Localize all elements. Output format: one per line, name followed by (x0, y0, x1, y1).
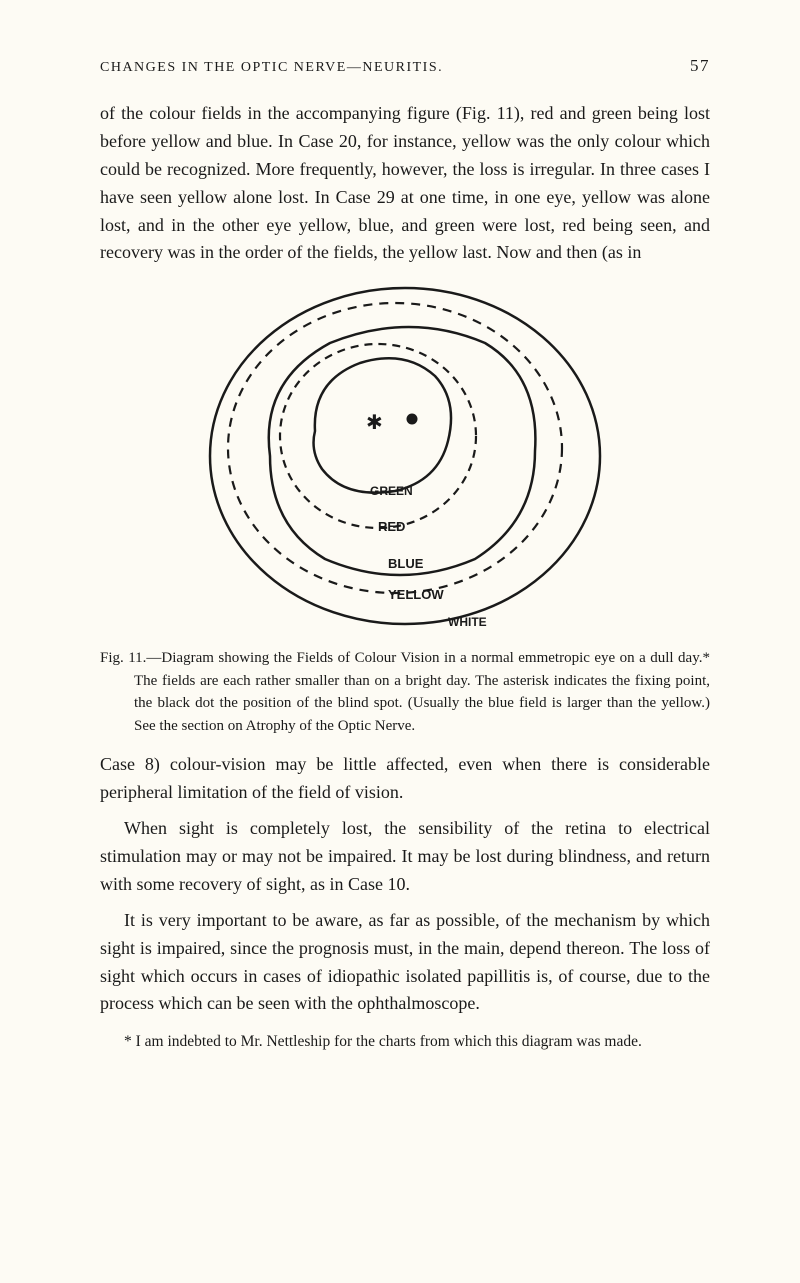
yellow-label: YELLOW (388, 587, 444, 602)
footnote: * I am indebted to Mr. Nettleship for th… (100, 1030, 710, 1053)
red-boundary (280, 344, 476, 528)
blue-label: BLUE (388, 556, 424, 571)
blue-boundary (269, 327, 536, 575)
paragraph-1: of the colour fields in the accompanying… (100, 100, 710, 267)
paragraph-2: Case 8) colour-vision may be little affe… (100, 751, 710, 807)
header-title: CHANGES IN THE OPTIC NERVE—NEURITIS. (100, 60, 443, 76)
asterisk-mark: ✱ (366, 412, 383, 434)
field-diagram-svg: ✱ GREEN RED BLUE YELLOW WHITE (200, 281, 610, 641)
figure-caption: Fig. 11.—Diagram showing the Fields of C… (100, 647, 710, 737)
white-boundary (210, 288, 600, 624)
white-label: WHITE (448, 615, 487, 629)
paragraph-3: When sight is completely lost, the sensi… (100, 815, 710, 899)
blind-spot-dot (407, 414, 418, 425)
page-header: CHANGES IN THE OPTIC NERVE—NEURITIS. 57 (100, 56, 710, 76)
page-number: 57 (690, 56, 710, 76)
figure-11: ✱ GREEN RED BLUE YELLOW WHITE (100, 281, 710, 641)
paragraph-4: It is very important to be aware, as far… (100, 907, 710, 1019)
page-container: CHANGES IN THE OPTIC NERVE—NEURITIS. 57 … (0, 0, 800, 1283)
green-label: GREEN (370, 484, 413, 498)
red-label: RED (378, 519, 405, 534)
